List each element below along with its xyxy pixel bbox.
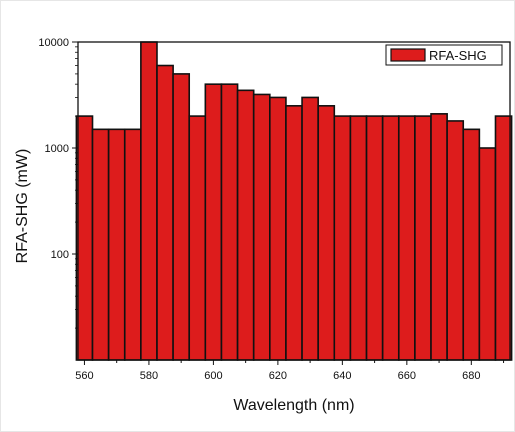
bar-615	[252, 93, 271, 361]
x-tick-label-660: 660	[398, 370, 416, 382]
y-axis: 100 1000 10000	[38, 37, 78, 329]
bar-670	[430, 113, 448, 361]
x-tick-label-620: 620	[269, 370, 287, 382]
plot-area-border	[77, 41, 511, 361]
y-tick-label-100: 100	[51, 249, 69, 261]
bar-625	[285, 105, 303, 361]
x-tick-label-640: 640	[333, 370, 351, 382]
bar-660	[397, 115, 416, 361]
y-tick-label-1000: 1000	[45, 143, 69, 155]
bar-650	[365, 115, 384, 361]
bar-605	[220, 83, 239, 361]
bar-595	[188, 115, 207, 361]
bar-635	[317, 105, 336, 361]
bar-560	[75, 115, 94, 361]
x-axis-title: Wavelength (nm)	[233, 397, 354, 414]
legend-label: RFA-SHG	[429, 48, 487, 63]
legend: RFA-SHG	[385, 44, 503, 66]
bar-570	[107, 128, 126, 361]
bar-610	[236, 89, 255, 361]
bar-640	[333, 115, 352, 361]
bar-685	[478, 147, 497, 361]
bar-600	[204, 83, 223, 361]
bar-645	[349, 115, 368, 361]
bar-680	[462, 128, 481, 361]
bar-620	[269, 96, 287, 361]
bar-585	[156, 64, 174, 361]
x-tick-label-560: 560	[75, 370, 93, 382]
bar-665	[414, 115, 432, 361]
x-tick-label-680: 680	[462, 370, 480, 382]
bar-630	[301, 96, 319, 361]
y-axis-title: RFA-SHG (mW)	[14, 149, 31, 264]
legend-swatch	[390, 48, 426, 62]
x-axis: 560 580 600 620 640 660 680	[75, 360, 505, 382]
bars-group	[75, 41, 513, 361]
bar-590	[172, 73, 191, 361]
bar-575	[123, 128, 142, 361]
x-tick-label-600: 600	[204, 370, 222, 382]
bar-690	[494, 115, 513, 361]
bar-580	[140, 41, 158, 361]
y-tick-label-10000: 10000	[38, 37, 69, 49]
bar-675	[446, 120, 465, 361]
bar-565	[91, 128, 110, 361]
bar-655	[381, 115, 400, 361]
x-tick-label-580: 580	[140, 370, 158, 382]
